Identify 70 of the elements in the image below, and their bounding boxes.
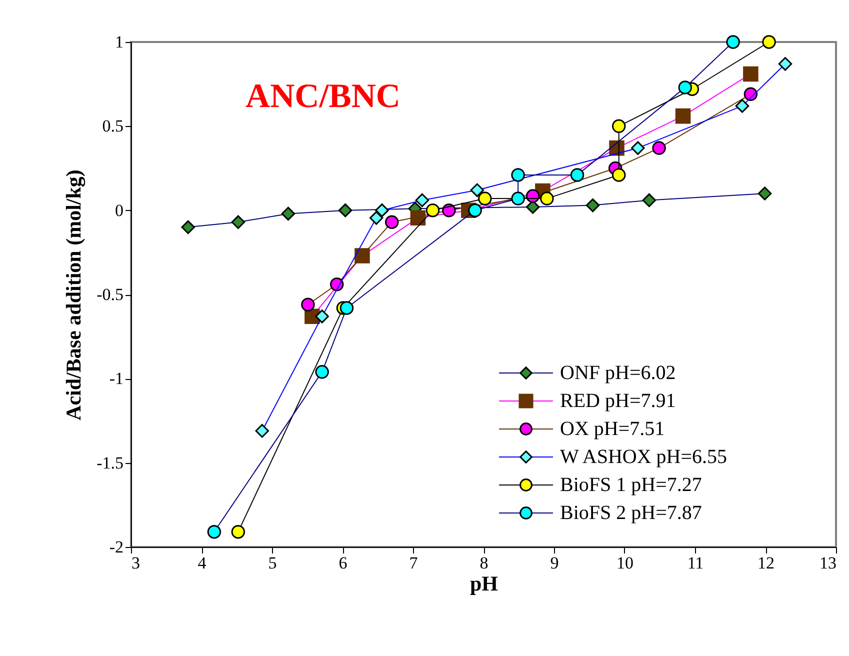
legend-label: OX pH=7.51 xyxy=(560,418,665,440)
y-tick-label: 0 xyxy=(115,200,124,220)
point xyxy=(340,301,354,315)
x-tick-label: 10 xyxy=(616,554,634,572)
point xyxy=(631,141,645,155)
x-tick-label: 6 xyxy=(338,554,348,572)
point xyxy=(612,119,626,134)
x-tick-label: 7 xyxy=(409,554,418,572)
legend-label: RED pH=7.91 xyxy=(560,390,676,412)
point xyxy=(586,198,600,212)
y-tick-label: 1 xyxy=(115,32,124,52)
point xyxy=(442,203,456,218)
y-tick-label: 0.5 xyxy=(102,116,124,136)
point xyxy=(207,524,222,539)
point xyxy=(255,424,270,438)
point xyxy=(678,80,692,94)
point xyxy=(231,524,246,539)
point xyxy=(735,99,750,113)
point xyxy=(231,215,246,229)
point xyxy=(762,35,776,49)
point xyxy=(612,168,626,182)
point xyxy=(511,168,525,182)
y-tick-label: -2 xyxy=(109,538,124,556)
point xyxy=(338,203,352,218)
point xyxy=(315,310,329,324)
point xyxy=(743,66,758,82)
point xyxy=(642,193,656,208)
point xyxy=(369,211,384,225)
legend-label: BioFS 2 pH=7.87 xyxy=(560,502,702,524)
legend-label: ONF pH=6.02 xyxy=(560,362,676,384)
point xyxy=(354,248,370,264)
point xyxy=(526,200,540,214)
text: ANC/BNC xyxy=(246,78,400,115)
x-tick-label: 5 xyxy=(268,554,277,572)
point xyxy=(744,87,758,102)
point xyxy=(181,220,195,234)
x-tick-label: 12 xyxy=(758,554,774,572)
legend-label: BioFS 1 pH=7.27 xyxy=(560,474,702,496)
point xyxy=(540,192,554,206)
point xyxy=(778,57,792,71)
x-tick-label: 4 xyxy=(198,554,207,572)
x-tick-label: 13 xyxy=(820,554,836,572)
point xyxy=(526,189,540,203)
point xyxy=(726,35,740,49)
point xyxy=(281,206,296,221)
point xyxy=(652,141,666,155)
y-tick-label: -0.5 xyxy=(96,285,124,304)
point xyxy=(301,298,315,312)
legend-label: W ASHOX pH=6.55 xyxy=(560,446,728,468)
point xyxy=(758,186,772,200)
x-tick-label: 11 xyxy=(687,554,704,572)
y-axis-title: Acid/Base addition (mol/kg) xyxy=(62,170,86,420)
x-tick-label: 8 xyxy=(480,554,488,572)
y-tick-label: -1.5 xyxy=(96,453,124,472)
x-tick-label: 3 xyxy=(132,554,140,572)
point xyxy=(468,203,482,218)
y-tick-label: -1 xyxy=(109,369,124,388)
point xyxy=(511,192,525,206)
point xyxy=(570,168,584,182)
point xyxy=(375,203,389,218)
point xyxy=(315,365,329,379)
point xyxy=(675,108,691,124)
point xyxy=(426,203,440,218)
point xyxy=(384,215,399,229)
point xyxy=(478,192,492,206)
point xyxy=(415,193,430,208)
x-axis-title: pH xyxy=(470,572,498,596)
point xyxy=(330,278,344,292)
point xyxy=(470,183,484,198)
x-tick-label: 9 xyxy=(550,554,559,572)
